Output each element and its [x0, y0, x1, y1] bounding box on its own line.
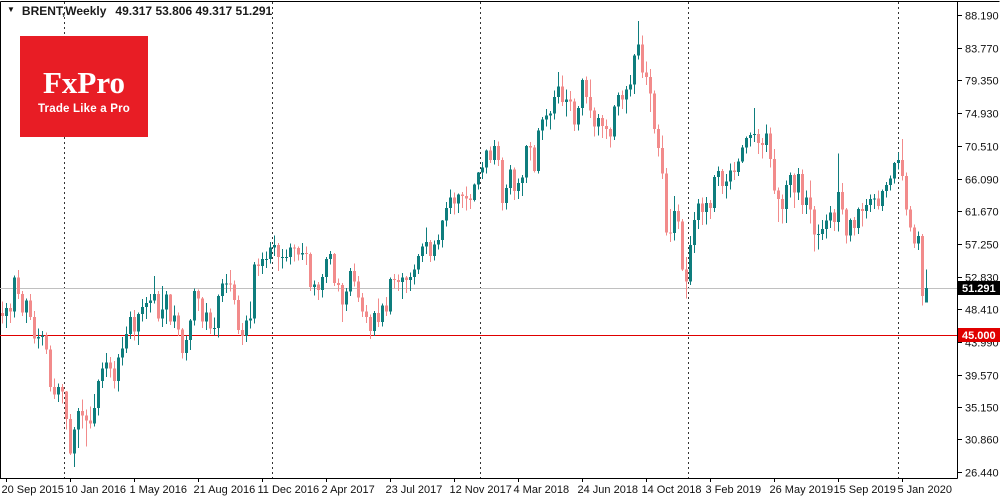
y-axis-label: 74.930: [965, 109, 999, 121]
fxpro-logo: FxPro Trade Like a Pro: [20, 36, 148, 137]
y-axis-label: 66.090: [965, 175, 999, 187]
y-axis-label: 39.570: [965, 371, 999, 383]
y-axis: 88.190 83.770 79.350 74.930 70.510 66.090 61.6…: [957, 11, 999, 480]
x-axis-label: 26 May 2019: [770, 484, 834, 496]
level-price-badge-label: 45.000: [962, 330, 996, 342]
fxpro-brand-text: FxPro: [42, 64, 126, 100]
x-axis: 20 Sep 2015 10 Jan 2016 1 May 2016 21 Aug 2…: [2, 478, 952, 496]
x-axis-label: 10 Jan 2016: [66, 484, 127, 496]
price-badges: 51.291 45.000: [958, 281, 1000, 342]
fxpro-tagline-text: Trade Like a Pro: [37, 102, 131, 115]
x-axis-label: 24 Jun 2018: [578, 484, 639, 496]
x-axis-label: 12 Nov 2017: [450, 484, 512, 496]
x-axis-label: 23 Jul 2017: [386, 484, 443, 496]
x-axis-label: 14 Oct 2018: [642, 484, 702, 496]
x-axis-label: 4 Mar 2018: [514, 484, 570, 496]
symbol-timeframe-label: BRENT,Weekly: [21, 4, 107, 18]
current-price-badge: [958, 281, 1000, 295]
x-axis-label: 1 May 2016: [130, 484, 187, 496]
y-axis-label: 48.410: [965, 305, 999, 317]
plot-border: [0, 1, 1000, 479]
y-axis-label: 30.860: [965, 435, 999, 447]
y-axis-label: 88.190: [965, 11, 999, 23]
y-axis-label: 79.350: [965, 76, 999, 88]
y-axis-label: 61.670: [965, 207, 999, 219]
y-axis-label: 35.150: [965, 403, 999, 415]
year-separator-gridlines: [64, 2, 899, 478]
x-axis-label: 5 Jan 2020: [898, 484, 952, 496]
x-axis-label: 15 Sep 2019: [834, 484, 896, 496]
x-axis-label: 2 Apr 2017: [322, 484, 375, 496]
symbol-marker-icon: ▼: [7, 5, 15, 14]
y-axis-label: 26.440: [965, 468, 999, 480]
level-price-badge: [958, 328, 1000, 342]
chart-title: ▼ BRENT,Weekly 49.317 53.806 49.317 51.2…: [7, 4, 272, 18]
ohlc-values-label: 49.317 53.806 49.317 51.291: [115, 4, 273, 18]
x-axis-label: 11 Dec 2016: [258, 484, 320, 496]
candles: [1, 20, 928, 468]
y-axis-label: 70.510: [965, 142, 999, 154]
y-axis-label: 83.770: [965, 44, 999, 56]
x-axis-label: 21 Aug 2016: [194, 484, 256, 496]
y-axis-label: 57.250: [965, 240, 999, 252]
current-price-badge-label: 51.291: [962, 283, 996, 295]
x-axis-label: 20 Sep 2015: [2, 484, 64, 496]
x-axis-label: 3 Feb 2019: [706, 484, 762, 496]
